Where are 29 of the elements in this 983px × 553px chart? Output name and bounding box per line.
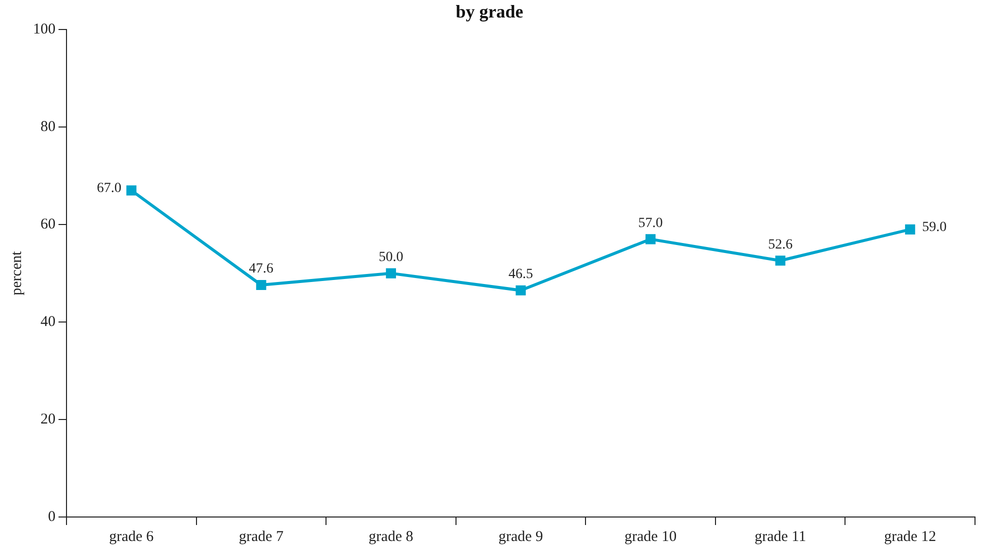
y-axis-title: percent: [8, 250, 25, 296]
point: [386, 268, 396, 278]
data-label: 52.6: [768, 237, 793, 252]
point: [775, 256, 786, 266]
chart-title: by grade: [456, 1, 524, 22]
x-tick-label: grade 10: [624, 528, 677, 545]
y-tick-label: 60: [40, 216, 56, 232]
data-label: 67.0: [96, 181, 122, 196]
x-tick-label: grade 8: [368, 528, 414, 545]
point: [905, 224, 916, 234]
point: [126, 185, 136, 196]
y-tick-label: 100: [33, 22, 56, 38]
x-tick-label: grade 11: [754, 528, 806, 545]
x-tick-label: grade 6: [109, 528, 154, 545]
point: [646, 234, 656, 244]
data-label: 50.0: [378, 250, 404, 265]
data-label: 57.0: [638, 216, 663, 231]
y-tick-label: 20: [40, 411, 56, 428]
x-tick-label: grade 9: [498, 528, 544, 545]
data-label: 46.5: [508, 267, 533, 282]
x-tick-label: grade 7: [238, 528, 284, 545]
data-label: 47.6: [248, 262, 274, 277]
y-tick-label: 40: [40, 314, 56, 330]
y-tick-label: 80: [40, 119, 56, 136]
point: [516, 285, 526, 296]
y-tick-label: 0: [48, 508, 56, 525]
x-tick-label: grade 12: [884, 528, 936, 545]
point: [256, 280, 266, 290]
data-label: 59.0: [922, 220, 947, 236]
